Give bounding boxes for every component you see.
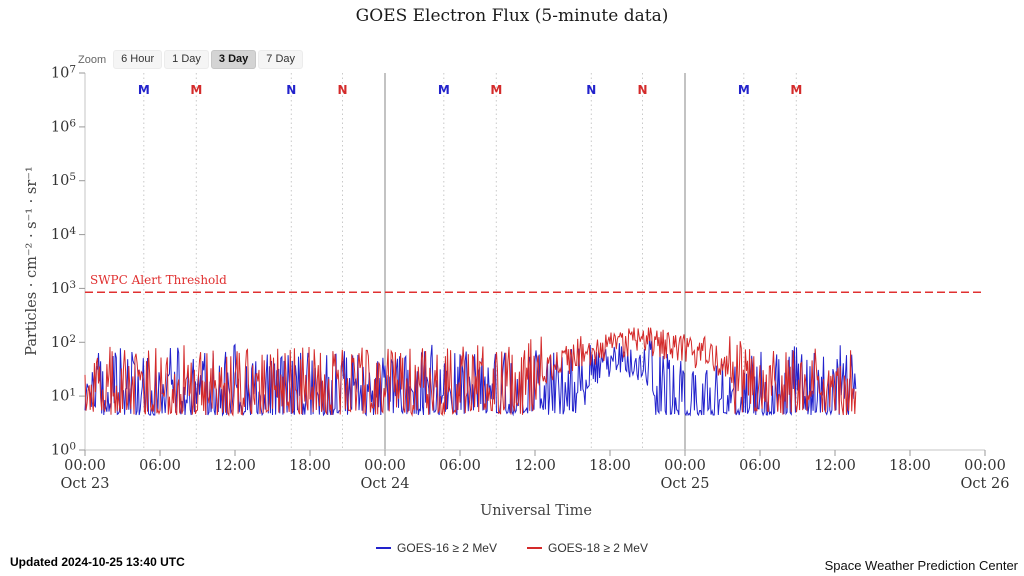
x-axis-tick-label: 00:00: [364, 458, 406, 474]
x-axis-date-label: Oct 25: [661, 476, 710, 492]
satellite-marker-letter: M: [138, 83, 150, 97]
x-axis-tick-label: 12:00: [814, 458, 856, 474]
y-axis-tick-label: 105: [51, 171, 76, 189]
satellite-marker-letter: N: [286, 83, 296, 97]
zoom-button-6-hour[interactable]: 6 Hour: [113, 50, 163, 69]
x-axis-tick-label: 18:00: [589, 458, 631, 474]
satellite-marker-letter: M: [738, 83, 750, 97]
zoom-button-7-day[interactable]: 7 Day: [258, 50, 304, 69]
zoom-bar: Zoom 6 Hour 1 Day 3 Day 7 Day: [78, 50, 305, 69]
satellite-marker-letter: N: [637, 83, 647, 97]
x-axis-date-label: Oct 24: [361, 476, 410, 492]
y-axis-tick-label: 107: [51, 64, 76, 82]
x-axis-tick-label: 00:00: [664, 458, 706, 474]
goes-18-series-line[interactable]: [84, 327, 857, 417]
y-axis-tick-label: 102: [51, 333, 76, 351]
x-axis-title: Universal Time: [480, 503, 592, 519]
legend-item-goes-16[interactable]: GOES-16 ≥ 2 MeV: [376, 541, 497, 555]
y-axis-ticks: 100 101 102 103 104 105 106 107: [51, 64, 85, 459]
satellite-marker-letter: N: [586, 83, 596, 97]
y-axis-tick-label: 103: [51, 279, 76, 297]
x-axis-tick-label: 06:00: [439, 458, 481, 474]
x-axis-tick-label: 06:00: [139, 458, 181, 474]
satellite-marker-letter: M: [438, 83, 450, 97]
x-axis-tick-label: 00:00: [964, 458, 1006, 474]
x-axis-tick-label: 12:00: [514, 458, 556, 474]
x-axis-tick-label: 00:00: [64, 458, 106, 474]
y-axis-tick-label: 104: [51, 225, 76, 243]
legend-label-goes-18: GOES-18 ≥ 2 MeV: [548, 541, 648, 555]
y-axis-tick-label: 101: [51, 387, 76, 405]
x-axis-date-label: Oct 23: [61, 476, 110, 492]
day-boundary-gridlines: [384, 73, 686, 450]
y-axis-tick-label: 100: [51, 441, 76, 459]
x-axis-tick-label: 12:00: [214, 458, 256, 474]
satellite-marker-letter: M: [190, 83, 202, 97]
zoom-label: Zoom: [78, 53, 107, 66]
updated-timestamp: Updated 2024-10-25 13:40 UTC: [10, 555, 185, 569]
zoom-button-3-day[interactable]: 3 Day: [210, 50, 257, 69]
source-attribution: Space Weather Prediction Center: [824, 558, 1018, 573]
satellite-marker-letter: M: [490, 83, 502, 97]
x-axis-tick-label: 18:00: [889, 458, 931, 474]
x-axis-date-label: Oct 26: [961, 476, 1010, 492]
satellite-marker-letter: N: [337, 83, 347, 97]
goes-16-line-swatch: [376, 547, 392, 549]
goes-18-line-swatch: [527, 547, 542, 549]
x-axis-ticks: 00:00 06:00 12:00 18:00 00:00 06:00 12:00 18:00…: [61, 450, 1010, 492]
chart-title: GOES Electron Flux (5-minute data): [355, 6, 669, 26]
y-axis-tick-label: 106: [51, 117, 76, 135]
legend-label-goes-16: GOES-16 ≥ 2 MeV: [397, 541, 497, 555]
x-axis-tick-label: 06:00: [739, 458, 781, 474]
x-axis-tick-label: 18:00: [289, 458, 331, 474]
zoom-button-1-day[interactable]: 1 Day: [164, 50, 209, 69]
satellite-marker-letter: M: [790, 83, 802, 97]
y-axis-title: Particles · cm⁻² · s⁻¹ · sr⁻¹: [24, 166, 40, 356]
alert-threshold-label: SWPC Alert Threshold: [90, 273, 227, 287]
legend: GOES-16 ≥ 2 MeV GOES-18 ≥ 2 MeV: [0, 541, 1024, 555]
satellite-meridian-gridlines: [143, 73, 797, 450]
legend-item-goes-18[interactable]: GOES-18 ≥ 2 MeV: [527, 541, 648, 555]
